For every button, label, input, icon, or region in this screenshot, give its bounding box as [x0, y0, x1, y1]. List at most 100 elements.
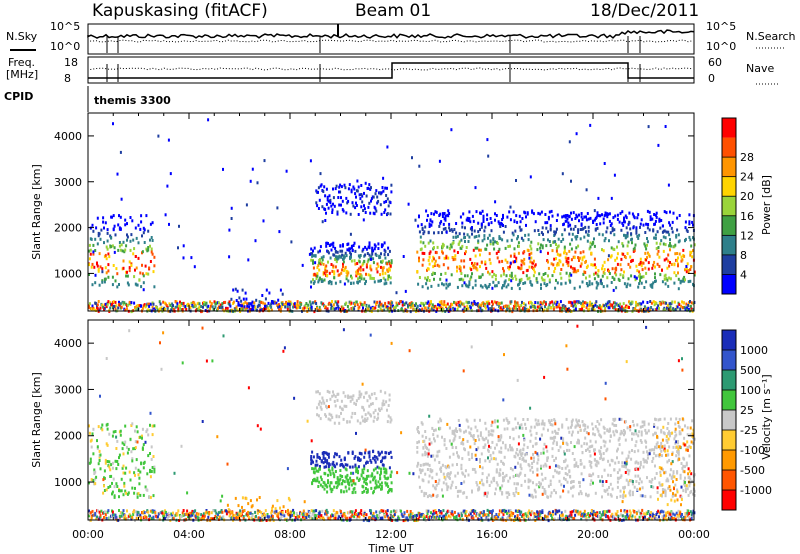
power-cell: [616, 252, 619, 256]
power-cell: [589, 241, 592, 245]
power-cell: [600, 305, 603, 309]
velocity-cell: [331, 415, 334, 419]
velocity-cell: [418, 440, 420, 444]
power-cell: [614, 308, 617, 312]
velocity-cell: [158, 517, 161, 521]
power-cell: [442, 227, 445, 231]
velocity-cell: [379, 477, 382, 481]
power-cell: [488, 258, 491, 262]
velocity-cell: [312, 460, 314, 464]
freq-line: [88, 62, 694, 79]
power-cell: [105, 271, 108, 275]
power-cell: [211, 305, 214, 309]
power-cell: [554, 232, 557, 236]
power-cell: [192, 305, 195, 309]
velocity-cell: [354, 412, 357, 415]
power-cell: [572, 304, 575, 308]
power-cell: [473, 235, 476, 239]
power-cell: [578, 256, 581, 260]
power-cell: [234, 308, 237, 312]
power-cell: [684, 226, 687, 230]
velocity-cell: [463, 509, 466, 513]
power-cell: [601, 248, 603, 252]
velocity-cell: [134, 429, 136, 433]
velocity-cell: [96, 509, 99, 513]
power-cell: [588, 308, 591, 311]
velocity-cell: [372, 411, 375, 415]
power-cell: [319, 245, 322, 249]
power-cell: [382, 276, 385, 280]
power-cell: [275, 301, 278, 305]
power-cell: [683, 254, 686, 258]
velocity-cell: [495, 481, 498, 485]
power-cell: [624, 256, 627, 260]
power-cell: [474, 186, 477, 190]
power-cell: [565, 260, 568, 263]
velocity-cell: [118, 495, 120, 499]
power-cell: [103, 306, 106, 310]
velocity-cell: [393, 513, 396, 517]
power-cell: [429, 308, 432, 312]
power-cell: [342, 260, 345, 264]
nave-label: Nave: [746, 62, 774, 75]
power-cell: [128, 260, 131, 264]
velocity-cell: [494, 446, 496, 450]
velocity-cell: [563, 517, 566, 521]
velocity-cell: [445, 466, 448, 470]
velocity-cell: [107, 509, 110, 513]
velocity-cell: [340, 489, 343, 493]
power-cell: [178, 224, 180, 228]
velocity-cell: [90, 514, 93, 518]
power-cell: [311, 254, 314, 258]
velocity-cell: [146, 472, 149, 476]
velocity-cell: [333, 455, 336, 459]
velocity-cell: [479, 418, 481, 422]
power-cell: [317, 190, 319, 194]
power-cell: [608, 239, 610, 243]
power-cell: [350, 276, 353, 280]
power-cell: [514, 274, 517, 278]
velocity-cell: [324, 472, 327, 476]
power-cell: [493, 272, 496, 276]
power-cell: [626, 244, 629, 248]
power-cell: [548, 278, 551, 282]
power-cell: [112, 264, 115, 267]
power-cell: [350, 190, 353, 194]
velocity-cell: [112, 430, 115, 434]
velocity-cell: [365, 482, 368, 486]
velocity-cell: [325, 483, 328, 487]
velocity-cell: [149, 423, 151, 427]
velocity-cell: [314, 463, 317, 467]
power-cell: [93, 265, 96, 269]
velocity-cell: [325, 414, 327, 418]
velocity-cell: [428, 463, 431, 467]
power-cell: [391, 301, 394, 305]
power-cell: [346, 248, 349, 252]
velocity-cell: [320, 407, 323, 411]
velocity-cell: [445, 512, 447, 516]
velocity-cell: [353, 456, 356, 460]
power-cell: [610, 196, 613, 200]
velocity-cell: [360, 474, 363, 478]
velocity-cell: [452, 439, 455, 443]
power-cell: [515, 214, 518, 218]
velocity-cell: [478, 438, 481, 442]
velocity-cell: [335, 453, 338, 457]
power-cell: [89, 226, 92, 230]
power-cell: [456, 265, 458, 269]
power-cell: [681, 306, 684, 310]
velocity-cell: [277, 512, 280, 516]
power-cell: [663, 258, 666, 262]
velocity-cell: [133, 471, 136, 475]
velocity-cell: [122, 452, 125, 456]
power-cell: [459, 304, 462, 308]
power-cell: [487, 236, 489, 240]
power-cell: [147, 308, 150, 312]
power-cell: [346, 305, 349, 308]
power-cell: [564, 215, 567, 219]
power-cell: [665, 301, 668, 305]
power-cell: [321, 220, 324, 224]
power-cell: [495, 251, 498, 255]
y-tick-label: 1000: [54, 267, 82, 280]
power-cell: [486, 217, 489, 221]
